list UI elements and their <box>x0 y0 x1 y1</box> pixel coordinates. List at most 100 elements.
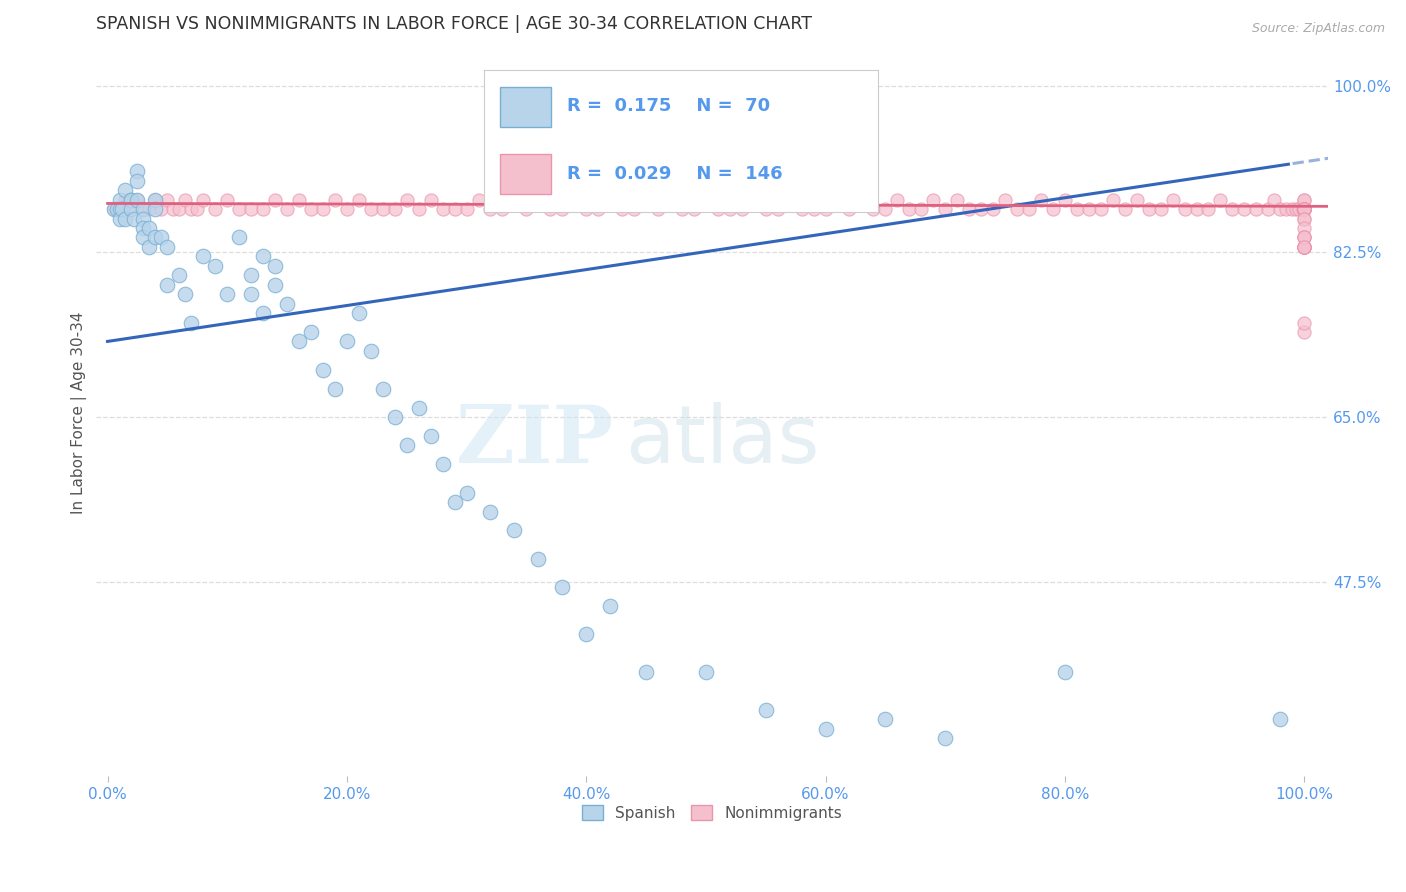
Point <box>779 193 801 207</box>
Point <box>193 249 215 263</box>
Point <box>1270 713 1292 727</box>
Point <box>299 202 322 216</box>
Point <box>111 202 134 216</box>
Point <box>395 193 418 207</box>
Point <box>395 438 418 452</box>
Point <box>217 287 239 301</box>
Point <box>336 202 359 216</box>
Point <box>1294 202 1316 216</box>
Point <box>538 202 561 216</box>
Point <box>443 202 465 216</box>
Point <box>1294 221 1316 235</box>
Point <box>1222 202 1244 216</box>
Point <box>1294 230 1316 244</box>
Point <box>527 193 550 207</box>
Point <box>1125 193 1147 207</box>
Point <box>981 202 1004 216</box>
Point <box>156 240 179 254</box>
Point <box>1185 202 1208 216</box>
Point <box>647 202 669 216</box>
Point <box>946 193 969 207</box>
Point <box>108 193 131 207</box>
Point <box>634 193 657 207</box>
Point <box>934 202 956 216</box>
Point <box>240 287 263 301</box>
Point <box>156 193 179 207</box>
Point <box>103 202 125 216</box>
Point <box>127 193 149 207</box>
Point <box>1281 202 1303 216</box>
Point <box>288 334 311 349</box>
Point <box>432 458 454 472</box>
Point <box>217 193 239 207</box>
Point <box>114 211 136 226</box>
Point <box>1294 202 1316 216</box>
Point <box>419 193 441 207</box>
Point <box>1161 193 1184 207</box>
Point <box>1029 193 1052 207</box>
Point <box>1077 202 1099 216</box>
Point <box>312 363 335 377</box>
Point <box>479 504 502 518</box>
Point <box>288 193 311 207</box>
Point <box>994 193 1017 207</box>
Point <box>174 287 197 301</box>
Point <box>204 259 226 273</box>
Point <box>1294 202 1316 216</box>
Point <box>623 202 645 216</box>
Point <box>443 495 465 509</box>
Point <box>575 627 598 641</box>
Point <box>127 174 149 188</box>
Point <box>240 268 263 283</box>
Point <box>1294 202 1316 216</box>
Point <box>1294 193 1316 207</box>
Point <box>1246 202 1268 216</box>
Point <box>875 202 897 216</box>
Point <box>1294 230 1316 244</box>
Point <box>264 259 287 273</box>
Point <box>1294 240 1316 254</box>
Point <box>1042 202 1064 216</box>
Point <box>766 202 789 216</box>
Point <box>790 202 813 216</box>
Point <box>360 343 382 358</box>
Point <box>551 580 574 594</box>
Point <box>1294 240 1316 254</box>
Point <box>145 230 167 244</box>
Point <box>276 202 298 216</box>
Point <box>456 202 478 216</box>
Point <box>252 306 274 320</box>
Point <box>456 485 478 500</box>
Point <box>312 202 335 216</box>
Point <box>138 202 160 216</box>
Point <box>132 221 155 235</box>
Point <box>105 202 128 216</box>
Point <box>838 202 860 216</box>
Point <box>1294 240 1316 254</box>
Point <box>299 325 322 339</box>
Point <box>1053 193 1076 207</box>
Point <box>169 202 191 216</box>
Point <box>228 202 250 216</box>
Point <box>1257 202 1279 216</box>
Point <box>145 193 167 207</box>
Point <box>634 665 657 680</box>
Point <box>1090 202 1112 216</box>
Point <box>384 202 406 216</box>
Point <box>264 277 287 292</box>
Point <box>515 202 537 216</box>
Point <box>731 202 754 216</box>
Point <box>360 202 382 216</box>
Point <box>803 202 825 216</box>
Point <box>1270 202 1292 216</box>
Point <box>138 221 160 235</box>
Point <box>814 722 837 736</box>
Point <box>180 316 202 330</box>
Point <box>742 193 765 207</box>
Point <box>851 193 873 207</box>
Point <box>755 703 778 717</box>
Point <box>1294 202 1316 216</box>
Point <box>347 306 370 320</box>
Point <box>898 202 921 216</box>
Point <box>150 230 173 244</box>
